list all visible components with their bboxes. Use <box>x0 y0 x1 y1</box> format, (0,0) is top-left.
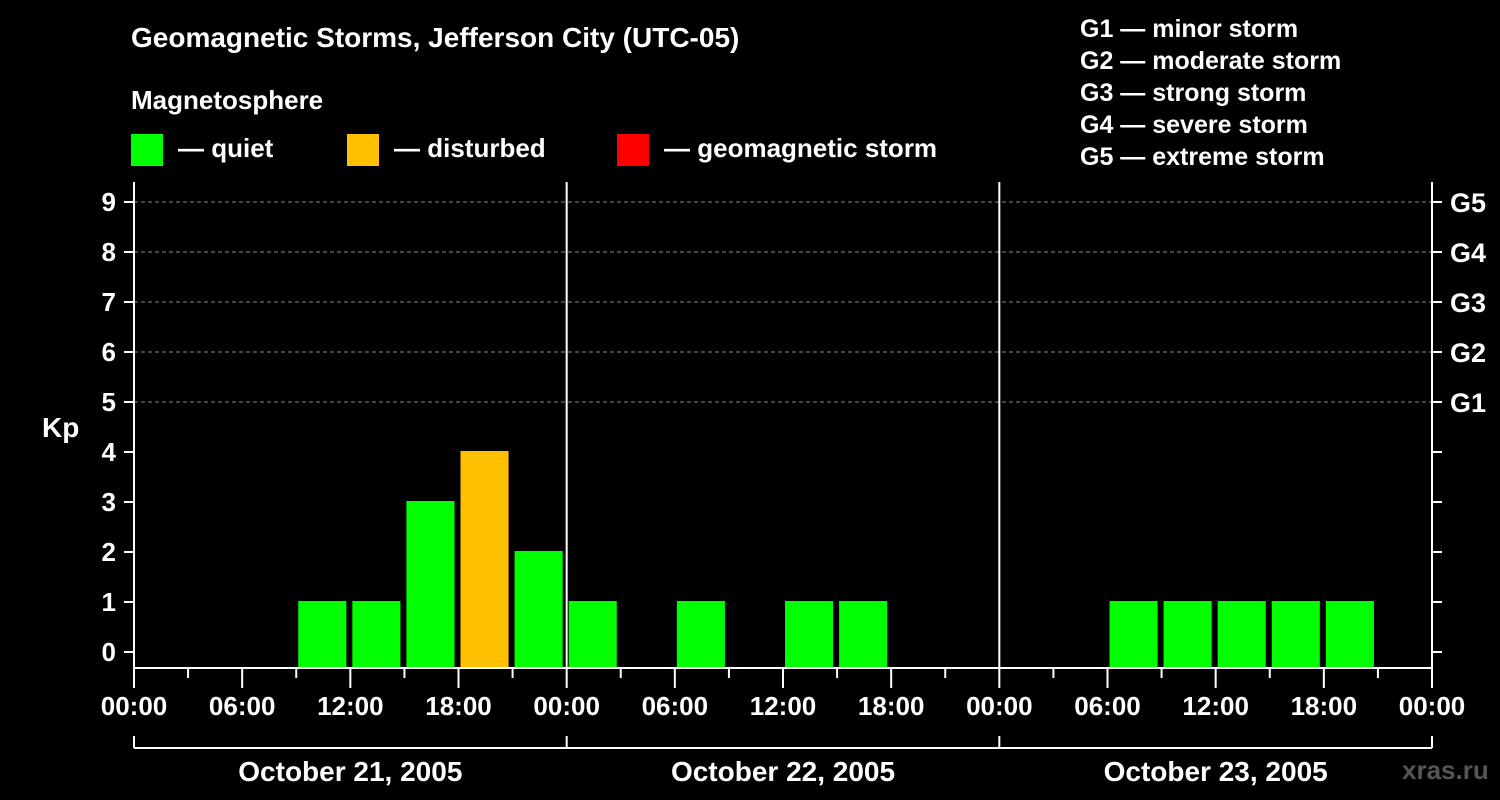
y-tick-label: 8 <box>102 237 116 267</box>
y-tick-label: 7 <box>102 287 116 317</box>
x-tick-label: 06:00 <box>1074 691 1141 721</box>
kp-bar <box>568 601 617 668</box>
kp-bar <box>785 601 834 668</box>
day-label: October 21, 2005 <box>238 756 462 787</box>
x-tick-label: 12:00 <box>750 691 817 721</box>
storm-level-label: G5 <box>1450 188 1486 218</box>
day-label: October 23, 2005 <box>1104 756 1328 787</box>
legend-heading: Magnetosphere <box>131 85 324 115</box>
kp-bar <box>1325 601 1374 668</box>
x-tick-label: 00:00 <box>1399 691 1466 721</box>
y-tick-label: 4 <box>102 437 117 467</box>
kp-bar <box>406 501 455 668</box>
legend-swatch-disturbed <box>347 134 379 166</box>
x-tick-label: 00:00 <box>101 691 168 721</box>
legend-label-disturbed: — disturbed <box>394 133 546 163</box>
y-tick-label: 0 <box>102 637 116 667</box>
kp-bar <box>460 451 509 668</box>
storm-scale-g4: G4 — severe storm <box>1080 111 1308 139</box>
x-tick-label: 06:00 <box>209 691 276 721</box>
kp-bar <box>352 601 401 668</box>
storm-scale-g3: G3 — strong storm <box>1080 79 1307 107</box>
y-tick-label: 3 <box>102 487 116 517</box>
y-axis-label: Kp <box>42 412 79 443</box>
storm-scale-g5: G5 — extreme storm <box>1080 143 1325 171</box>
x-tick-label: 18:00 <box>425 691 492 721</box>
legend-label-storm: — geomagnetic storm <box>664 133 938 163</box>
x-tick-label: 12:00 <box>1182 691 1249 721</box>
x-tick-label: 00:00 <box>966 691 1033 721</box>
kp-bar <box>514 551 563 668</box>
kp-bar <box>1217 601 1266 668</box>
y-tick-label: 2 <box>102 537 116 567</box>
kp-bar <box>676 601 725 668</box>
y-tick-label: 5 <box>102 387 116 417</box>
watermark: xras.ru <box>1402 755 1489 785</box>
storm-level-label: G4 <box>1450 238 1486 268</box>
kp-bar <box>1271 601 1320 668</box>
x-tick-label: 06:00 <box>642 691 709 721</box>
x-tick-label: 12:00 <box>317 691 384 721</box>
legend-swatch-quiet <box>131 134 163 166</box>
storm-level-label: G3 <box>1450 288 1486 318</box>
kp-bar <box>298 601 347 668</box>
kp-bar <box>839 601 888 668</box>
legend-label-quiet: — quiet <box>178 133 274 163</box>
day-label: October 22, 2005 <box>671 756 895 787</box>
storm-level-label: G2 <box>1450 338 1486 368</box>
x-tick-label: 00:00 <box>533 691 600 721</box>
storm-scale-g2: G2 — moderate storm <box>1080 47 1342 75</box>
storm-level-label: G1 <box>1450 388 1486 418</box>
y-tick-label: 1 <box>102 587 116 617</box>
storm-scale-g1: G1 — minor storm <box>1080 15 1299 43</box>
chart-title: Geomagnetic Storms, Jefferson City (UTC-… <box>131 22 740 53</box>
x-tick-label: 18:00 <box>858 691 925 721</box>
kp-bar <box>1109 601 1158 668</box>
y-tick-label: 9 <box>102 187 116 217</box>
kp-bar <box>1163 601 1212 668</box>
legend-swatch-storm <box>617 134 649 166</box>
x-tick-label: 18:00 <box>1291 691 1358 721</box>
y-tick-label: 6 <box>102 337 116 367</box>
